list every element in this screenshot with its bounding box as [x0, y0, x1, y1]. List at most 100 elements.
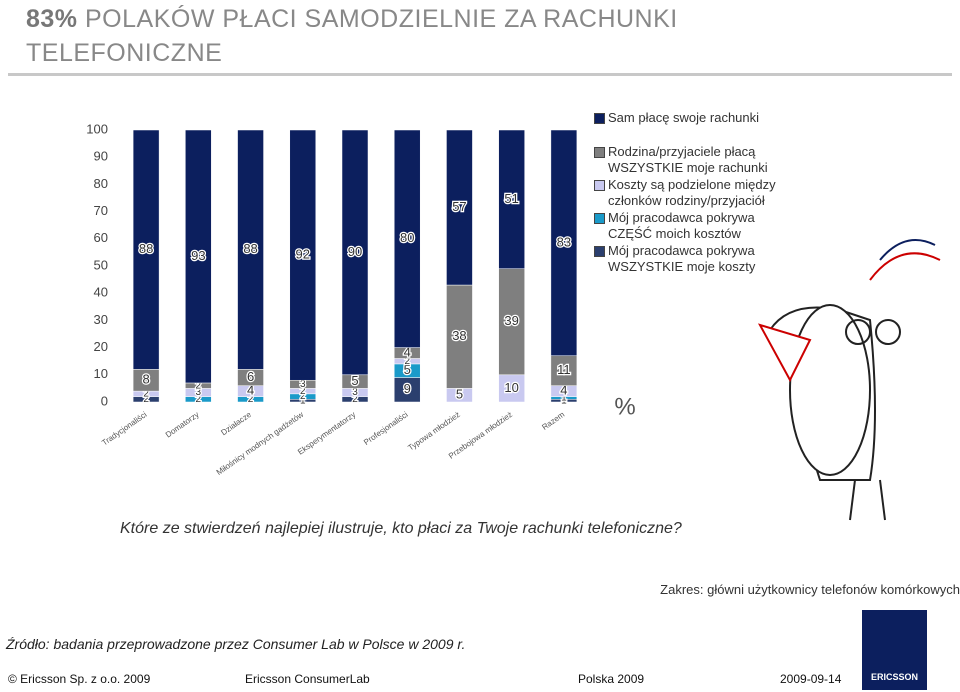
y-tick-label: 70: [94, 203, 108, 218]
y-tick-label: 50: [94, 257, 108, 272]
bar-segment: [446, 129, 473, 286]
value-label: 57: [452, 199, 466, 214]
value-label: 4: [247, 383, 254, 398]
y-tick-label: 60: [94, 230, 108, 245]
value-label: 10: [504, 380, 518, 395]
footer-item: 2009-09-14: [780, 672, 842, 686]
value-label: 5: [351, 373, 358, 388]
value-label: 2: [404, 356, 410, 367]
value-label: 2: [143, 394, 149, 405]
legend-label: Rodzina/przyjaciele płacą WSZYSTKIE moje…: [608, 144, 768, 175]
scope-note: Zakres: główni użytkownicy telefonów kom…: [660, 582, 960, 597]
value-label: 1: [300, 395, 306, 406]
y-tick-label: 0: [101, 393, 108, 408]
value-label: 5: [404, 362, 411, 377]
bar-segment: [498, 129, 525, 269]
value-label: 92: [296, 247, 310, 262]
value-label: 3: [300, 379, 306, 390]
x-tick-label: Domatorzy: [164, 410, 201, 440]
legend: Sam płacę swoje rachunki Rodzina/przyjaci…: [594, 110, 794, 276]
footer-item: Polska 2009: [578, 672, 645, 686]
bar-segment: [341, 129, 369, 376]
value-label: 1: [561, 393, 567, 404]
footer-item: Ericsson ConsumerLab: [245, 672, 370, 686]
value-label: 38: [452, 328, 466, 343]
bar-segment: [393, 377, 421, 403]
value-label: 2: [300, 386, 306, 397]
legend-label: Mój pracodawca pokrywa WSZYSTKIE moje ko…: [608, 243, 756, 274]
legend-swatch: [594, 213, 605, 224]
value-label: 2: [248, 394, 254, 405]
legend-item: Rodzina/przyjaciele płacą WSZYSTKIE moje…: [594, 144, 794, 176]
y-tick-label: 40: [94, 285, 108, 300]
y-tick-label: 20: [94, 339, 108, 354]
title-number: 83%: [26, 5, 78, 33]
value-label: 2: [300, 391, 306, 402]
value-label: 5: [456, 387, 463, 402]
unit-label: %: [614, 393, 635, 420]
value-label: 9: [404, 381, 411, 396]
value-label: 1: [561, 395, 567, 406]
value-label: 83: [557, 234, 571, 249]
logo: ERICSSON: [862, 610, 927, 690]
y-tick-label: 10: [94, 366, 108, 381]
x-tick-label: Eksperymentatorzy: [296, 410, 357, 457]
value-label: 88: [139, 241, 153, 256]
question: Które ze stwierdzeń najlepiej ilustruje,…: [120, 520, 682, 537]
legend-item: Mój pracodawca pokrywa WSZYSTKIE moje ko…: [594, 243, 794, 275]
value-label: 8: [142, 372, 149, 387]
x-tick-label: Typowa młodzież: [406, 410, 461, 453]
legend-swatch: [594, 113, 605, 124]
bar-segment: [446, 284, 473, 389]
value-label: 39: [504, 313, 518, 328]
bar-segment: [237, 129, 264, 370]
value-label: 90: [348, 244, 362, 259]
x-tick-label: Profesjonaliści: [362, 410, 410, 447]
source-note: Źródło: badania przeprowadzone przez Con…: [6, 636, 466, 652]
footer: © Ericsson Sp. z o.o. 2009 Ericsson Cons…: [0, 664, 960, 692]
divider: [8, 73, 952, 76]
value-label: 2: [143, 388, 149, 399]
value-label: 2: [196, 394, 202, 405]
bar-segment: [550, 355, 578, 386]
value-label: 88: [243, 241, 257, 256]
legend-item: Sam płacę swoje rachunki: [594, 110, 794, 126]
bar-segment: [132, 129, 160, 370]
mascot: [757, 239, 941, 521]
logo-text: ERICSSON: [870, 672, 918, 682]
title-text: POLAKÓW PŁACI SAMODZIELNIE ZA RACHUNKI T…: [26, 5, 678, 67]
bar-segment: [393, 129, 421, 348]
value-label: 4: [404, 344, 411, 359]
value-label: 2: [352, 394, 358, 405]
bar-segment: [550, 129, 578, 357]
legend-label: Sam płacę swoje rachunki: [608, 110, 760, 125]
value-label: 80: [400, 230, 414, 245]
legend-swatch: [594, 147, 605, 158]
value-label: 3: [352, 387, 358, 398]
legend-item: Koszty są podzielone między członków rod…: [594, 177, 794, 209]
legend-swatch: [594, 246, 605, 257]
value-label: 6: [247, 369, 254, 384]
x-tick-label: Działacze: [219, 410, 253, 438]
y-tick-label: 30: [94, 312, 108, 327]
value-label: 11: [557, 362, 571, 377]
value-label: 3: [196, 387, 202, 398]
value-label: 51: [504, 191, 518, 206]
value-label: 4: [560, 383, 567, 398]
legend-label: Koszty są podzielone między członków rod…: [608, 177, 776, 208]
bar-segment: [289, 129, 317, 381]
legend-swatch: [594, 180, 605, 191]
y-tick-label: 80: [94, 176, 108, 191]
value-label: 93: [191, 248, 205, 263]
y-tick-label: 100: [86, 121, 108, 136]
x-tick-label: Miłośnicy modnych gadżetów: [215, 410, 306, 477]
x-tick-label: Razem: [540, 410, 566, 432]
value-label: 2: [196, 380, 202, 391]
bar-segment: [185, 129, 212, 384]
slide-title: 83% POLAKÓW PŁACI SAMODZIELNIE ZA RACHUN…: [26, 2, 786, 70]
y-tick-label: 90: [94, 149, 108, 164]
legend-label: Mój pracodawca pokrywa CZĘŚĆ moich koszt…: [608, 210, 755, 241]
x-tick-label: Tradycjonaliści: [100, 410, 148, 448]
